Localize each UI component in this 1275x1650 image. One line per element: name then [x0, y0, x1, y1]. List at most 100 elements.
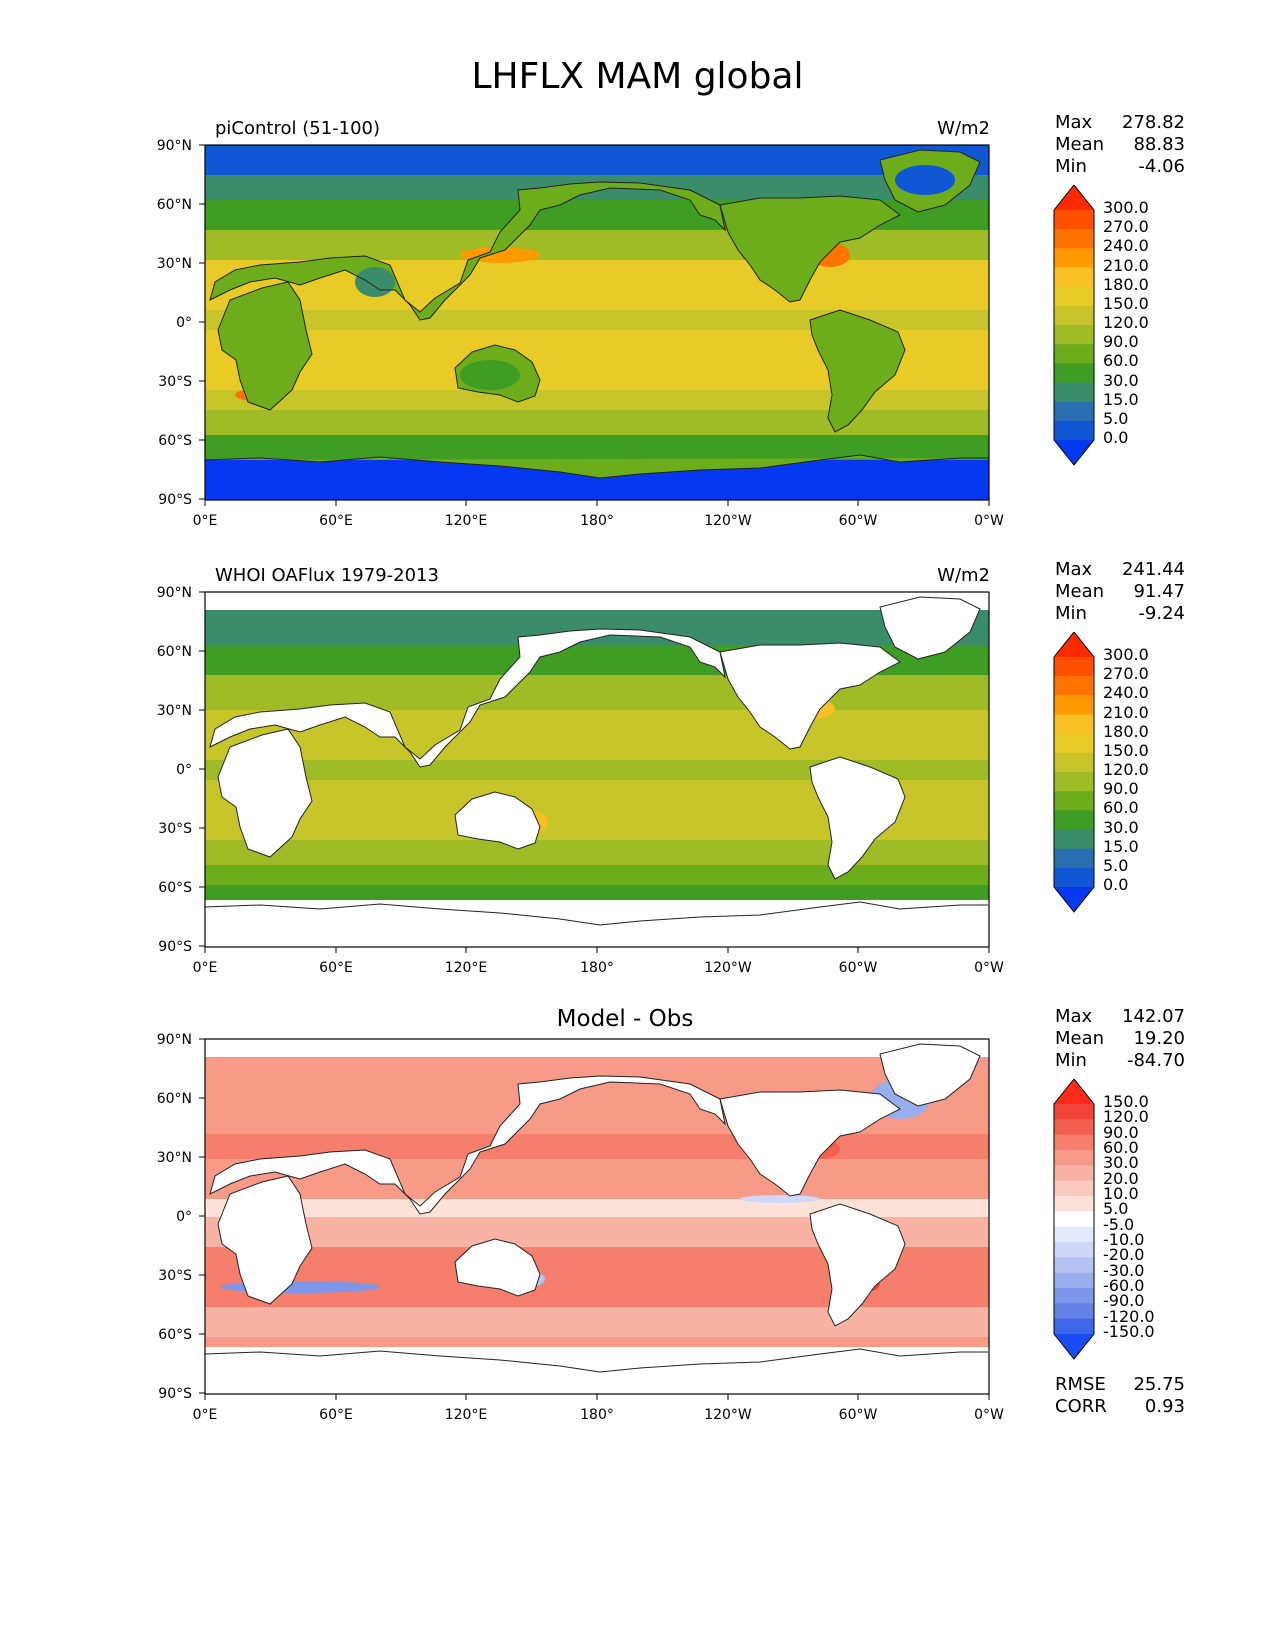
colorbar-extend-top	[1054, 632, 1094, 657]
svg-text:0°: 0°	[176, 315, 192, 331]
svg-text:90°N: 90°N	[157, 138, 192, 154]
colorbar-tick-label: 270.0	[1103, 664, 1149, 684]
stat-mean: Mean 91.47	[1055, 581, 1185, 602]
svg-text:120°E: 120°E	[445, 513, 488, 529]
colorbar-segment	[1054, 676, 1094, 696]
colorbar-tick-label: -20.0	[1103, 1245, 1145, 1265]
colorbar-segment	[1054, 344, 1094, 364]
panel-diff: Model - Obs 90°N 60°N 30°N 0°	[0, 1004, 1275, 1444]
colorbar-obs	[1053, 632, 1095, 913]
svg-text:120°W: 120°W	[704, 960, 752, 976]
svg-text:30°N: 30°N	[157, 256, 192, 272]
colorbar-tick-label: 60.0	[1103, 351, 1139, 371]
svg-text:120°E: 120°E	[445, 1407, 488, 1423]
units-label: W/m2	[937, 565, 990, 586]
colorbar-tick-label: -120.0	[1103, 1306, 1155, 1326]
svg-text:120°W: 120°W	[704, 513, 752, 529]
colorbar-tick-label: 180.0	[1103, 721, 1149, 741]
svg-text:60°S: 60°S	[158, 433, 192, 449]
svg-text:60°N: 60°N	[157, 644, 192, 660]
stats-box: Max 142.07 Mean 19.20 Min -84.70	[1055, 1006, 1185, 1072]
colorbar-outline	[1053, 632, 1095, 913]
colorbar-segment	[1054, 733, 1094, 754]
colorbar-tick-label: 5.0	[1103, 1199, 1129, 1219]
colorbar-model	[1053, 185, 1095, 466]
colorbar-extend-bottom	[1054, 887, 1094, 912]
colorbar-segment	[1054, 810, 1094, 830]
stats-box: Max 241.44 Mean 91.47 Min -9.24	[1055, 559, 1185, 625]
stat-mean: Mean 19.20	[1055, 1028, 1185, 1049]
colorbar-tick-label: 300.0	[1103, 645, 1149, 664]
colorbar-tick-label: 270.0	[1103, 217, 1149, 237]
stat-mean: Mean 88.83	[1055, 134, 1185, 155]
svg-text:90°N: 90°N	[157, 585, 192, 601]
colorbar-tick-label: 60.0	[1103, 798, 1139, 818]
colorbar-extend-bottom	[1054, 1334, 1094, 1359]
colorbar-tick-label: 210.0	[1103, 255, 1149, 275]
svg-text:120°E: 120°E	[445, 960, 488, 976]
panel-obs: WHOI OAFlux 1979-2013 W/m2 90°N 60	[0, 557, 1275, 997]
colorbar-tick-label: -30.0	[1103, 1260, 1145, 1280]
stat-corr: CORR 0.93	[1055, 1396, 1185, 1417]
colorbar-extend-top	[1054, 1079, 1094, 1104]
colorbar-tick-label: 30.0	[1103, 1153, 1139, 1173]
colorbar-tick-label: -150.0	[1103, 1322, 1155, 1341]
y-ticks: 90°N 60°N 30°N 0° 30°S 60°S 90°S	[157, 138, 205, 508]
colorbar-segment	[1054, 1134, 1094, 1151]
colorbar-tick-label: 5.0	[1103, 855, 1129, 875]
colorbar-tick-label: 0.0	[1103, 875, 1129, 894]
stat-min: Min -9.24	[1055, 603, 1185, 624]
colorbar-tick-label: 0.0	[1103, 428, 1129, 447]
svg-text:60°N: 60°N	[157, 1091, 192, 1107]
colorbar-segment	[1054, 305, 1094, 326]
map-model: 90°N 60°N 30°N 0° 30°S 60°S 90°S 0°E 60°…	[157, 138, 1004, 529]
svg-text:0°W: 0°W	[974, 1407, 1004, 1423]
svg-text:30°S: 30°S	[158, 1268, 192, 1284]
svg-text:180°: 180°	[580, 513, 614, 529]
svg-text:0°E: 0°E	[193, 960, 218, 976]
svg-text:60°E: 60°E	[319, 960, 353, 976]
stat-max: Max 241.44	[1055, 559, 1185, 580]
units-label: W/m2	[937, 118, 990, 139]
colorbar-diff	[1053, 1079, 1095, 1360]
colorbar-tick-label: -5.0	[1103, 1214, 1135, 1234]
svg-text:90°S: 90°S	[158, 939, 192, 955]
colorbar-tick-label: 120.0	[1103, 760, 1149, 779]
colorbar-extend-top	[1054, 185, 1094, 210]
svg-text:0°E: 0°E	[193, 513, 218, 529]
colorbar-segment	[1054, 1257, 1094, 1274]
map-diff: 90°N 60°N 30°N 0° 30°S 60°S 90°S 0°E 60°…	[157, 1032, 1004, 1423]
stat-max: Max 278.82	[1055, 112, 1185, 133]
colorbar-segment	[1054, 695, 1094, 715]
stat-rmse: RMSE 25.75	[1055, 1374, 1185, 1395]
colorbar-tick-label: 150.0	[1103, 1092, 1149, 1111]
colorbar-segment	[1054, 1150, 1094, 1166]
svg-text:180°: 180°	[580, 1407, 614, 1423]
figure-title: LHFLX MAM global	[471, 56, 804, 97]
colorbar-segment	[1054, 714, 1094, 735]
panel-title: Model - Obs	[556, 1006, 694, 1032]
svg-text:0°: 0°	[176, 1209, 192, 1225]
svg-text:60°W: 60°W	[839, 1407, 878, 1423]
colorbar-segment	[1054, 1180, 1094, 1197]
stat-min: Min -84.70	[1055, 1050, 1185, 1071]
colorbar-segment	[1054, 1242, 1094, 1258]
colorbar-segment	[1054, 1165, 1094, 1182]
colorbar-tick-label: 15.0	[1103, 389, 1139, 409]
colorbar-segment	[1054, 325, 1094, 345]
svg-text:30°S: 30°S	[158, 821, 192, 837]
svg-text:0°W: 0°W	[974, 960, 1004, 976]
colorbar-segment	[1054, 1303, 1094, 1320]
colorbar-segment	[1054, 752, 1094, 773]
svg-text:60°S: 60°S	[158, 880, 192, 896]
colorbar-segment	[1054, 1272, 1094, 1289]
svg-text:0°: 0°	[176, 762, 192, 778]
colorbar-tick-label: 60.0	[1103, 1138, 1139, 1157]
colorbar-tick-label: 10.0	[1103, 1184, 1139, 1203]
colorbar-segment	[1054, 1318, 1094, 1335]
colorbar-segment	[1054, 1288, 1094, 1304]
colorbar-tick-label: 120.0	[1103, 313, 1149, 332]
svg-text:90°S: 90°S	[158, 492, 192, 508]
svg-text:60°W: 60°W	[839, 960, 878, 976]
svg-text:180°: 180°	[580, 960, 614, 976]
